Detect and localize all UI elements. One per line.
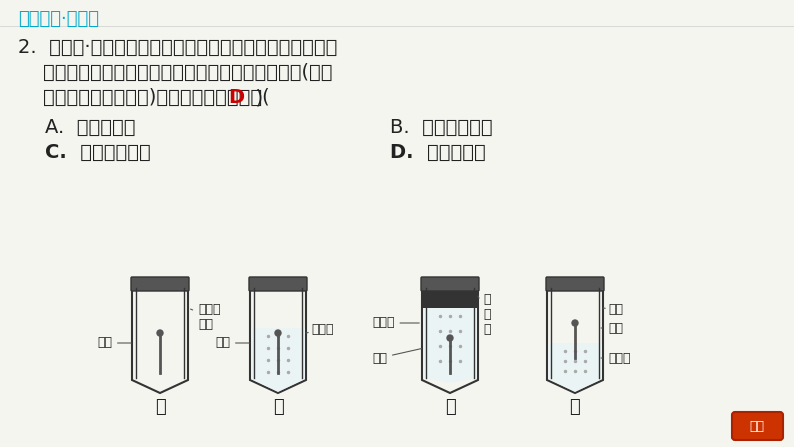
Text: 2.  【中考·广东】探究铁生锈的条件，有利于寻找防止铁制: 2. 【中考·广东】探究铁生锈的条件，有利于寻找防止铁制: [18, 38, 337, 57]
Text: 品锈蚀的方法。下列对比实验设计与所探究的条件(蒸馏: 品锈蚀的方法。下列对比实验设计与所探究的条件(蒸馏: [18, 63, 333, 82]
Polygon shape: [423, 288, 477, 308]
Polygon shape: [548, 343, 602, 392]
Text: 植
物
油: 植 物 油: [478, 293, 491, 336]
Circle shape: [572, 320, 578, 326]
FancyBboxPatch shape: [732, 412, 783, 440]
Text: 水经煮沸并迅速冷却)，对应关系正确的是(: 水经煮沸并迅速冷却)，对应关系正确的是(: [18, 88, 282, 107]
Polygon shape: [251, 328, 305, 392]
Text: 返回: 返回: [750, 419, 765, 433]
FancyBboxPatch shape: [131, 277, 189, 291]
Text: 蒸馏水: 蒸馏水: [372, 316, 419, 329]
Text: 丙: 丙: [445, 398, 456, 416]
Circle shape: [157, 330, 163, 336]
Circle shape: [447, 335, 453, 341]
FancyBboxPatch shape: [546, 277, 604, 291]
Text: 丁: 丁: [569, 398, 580, 416]
Text: 铁钉: 铁钉: [601, 321, 623, 334]
Text: 乙: 乙: [272, 398, 283, 416]
Text: A.  甲和乙：水: A. 甲和乙：水: [45, 118, 136, 137]
Text: 铁钉: 铁钉: [97, 337, 131, 350]
Text: 蒸馏水: 蒸馏水: [601, 351, 630, 364]
Text: 空气: 空气: [603, 303, 623, 316]
Polygon shape: [423, 308, 477, 383]
Text: D: D: [229, 88, 245, 107]
FancyBboxPatch shape: [249, 277, 307, 291]
Text: 蒸馏水: 蒸馏水: [306, 323, 333, 336]
Text: 甲: 甲: [155, 398, 165, 416]
Text: D.  甲和丁：水: D. 甲和丁：水: [390, 143, 486, 162]
Text: B.  乙和丙：空气: B. 乙和丙：空气: [390, 118, 492, 137]
Circle shape: [275, 330, 281, 336]
Text: 夯实基础·逐点练: 夯实基础·逐点练: [18, 10, 99, 28]
Text: ): ): [243, 88, 263, 107]
Text: 铁钉: 铁钉: [372, 349, 422, 364]
FancyBboxPatch shape: [421, 277, 479, 291]
Text: 干燥的
空气: 干燥的 空气: [191, 303, 221, 331]
Text: C.  甲和丙：空气: C. 甲和丙：空气: [45, 143, 151, 162]
Text: 铁钉: 铁钉: [215, 337, 249, 350]
